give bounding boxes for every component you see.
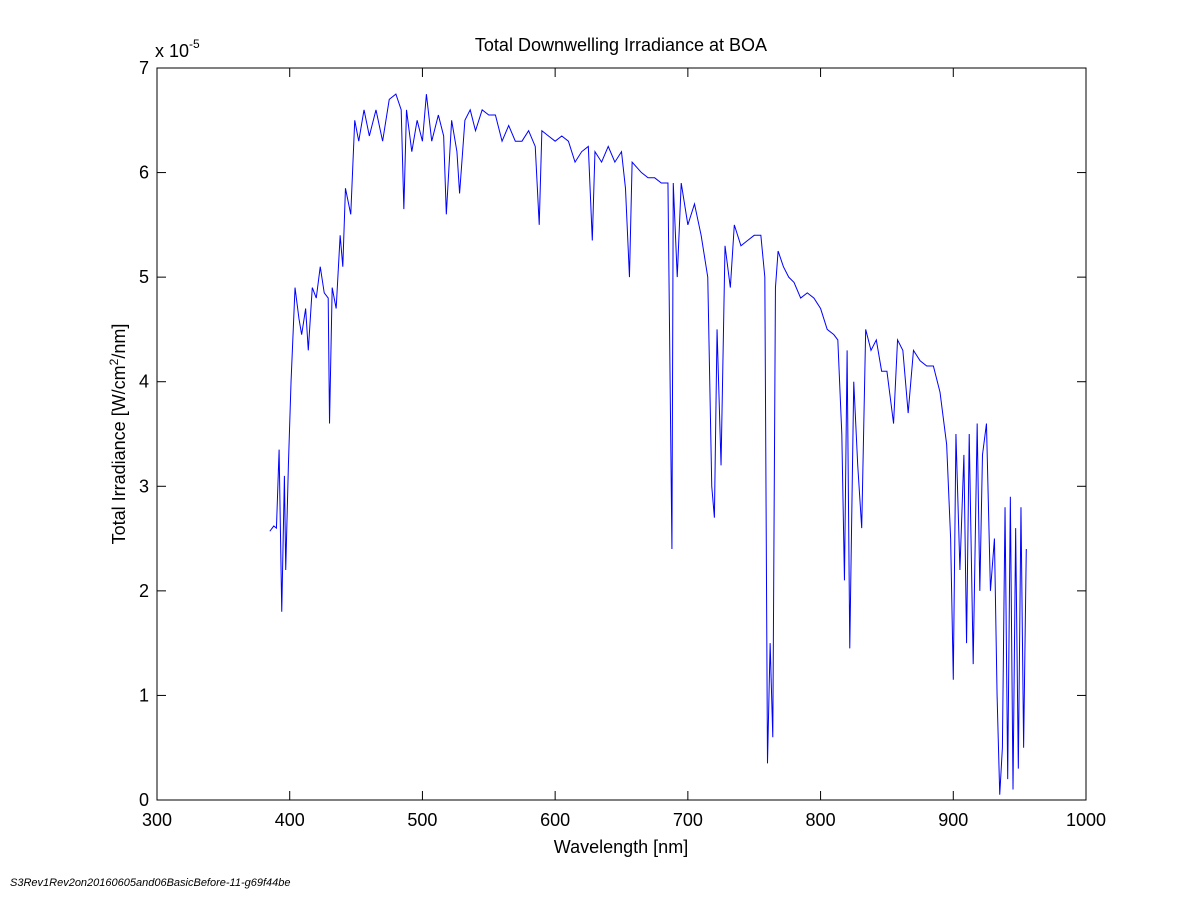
y-tick-label: 2 xyxy=(139,581,149,601)
y-label-text: /nm] xyxy=(109,324,129,359)
x-tick-label: 300 xyxy=(142,810,172,830)
multiplier-base: x 10 xyxy=(155,41,189,61)
x-tick-label: 1000 xyxy=(1066,810,1106,830)
axes-box xyxy=(156,67,1087,801)
y-axis-label: Total Irradiance [W/cm2/nm] xyxy=(107,324,129,545)
footer: S3Rev1Rev2on20160605and06BasicBefore-11-… xyxy=(10,877,291,889)
chart-title: Total Downwelling Irradiance at BOA xyxy=(475,35,767,55)
y-tick-label: 3 xyxy=(139,476,149,496)
y-tick-label: 6 xyxy=(139,163,149,183)
y-tick-label: 1 xyxy=(139,685,149,705)
y-label-superscript: 2 xyxy=(107,358,121,365)
y-tick-label: 0 xyxy=(139,790,149,810)
data-line xyxy=(269,93,1027,795)
y-tick-label: 5 xyxy=(139,267,149,287)
x-tick-label: 500 xyxy=(407,810,437,830)
x-axis-label: Wavelength [nm] xyxy=(554,837,688,857)
y-tick-label: 4 xyxy=(139,372,149,392)
x-tick-label: 600 xyxy=(540,810,570,830)
y-tick-label: 7 xyxy=(139,58,149,78)
y-multiplier: x 10-5 xyxy=(155,37,200,61)
x-tick-label: 400 xyxy=(275,810,305,830)
x-tick-label: 900 xyxy=(938,810,968,830)
y-label-text: Total Irradiance [W/cm xyxy=(109,365,129,544)
multiplier-exponent: -5 xyxy=(189,37,200,51)
x-tick-label: 700 xyxy=(673,810,703,830)
x-tick-label: 800 xyxy=(806,810,836,830)
